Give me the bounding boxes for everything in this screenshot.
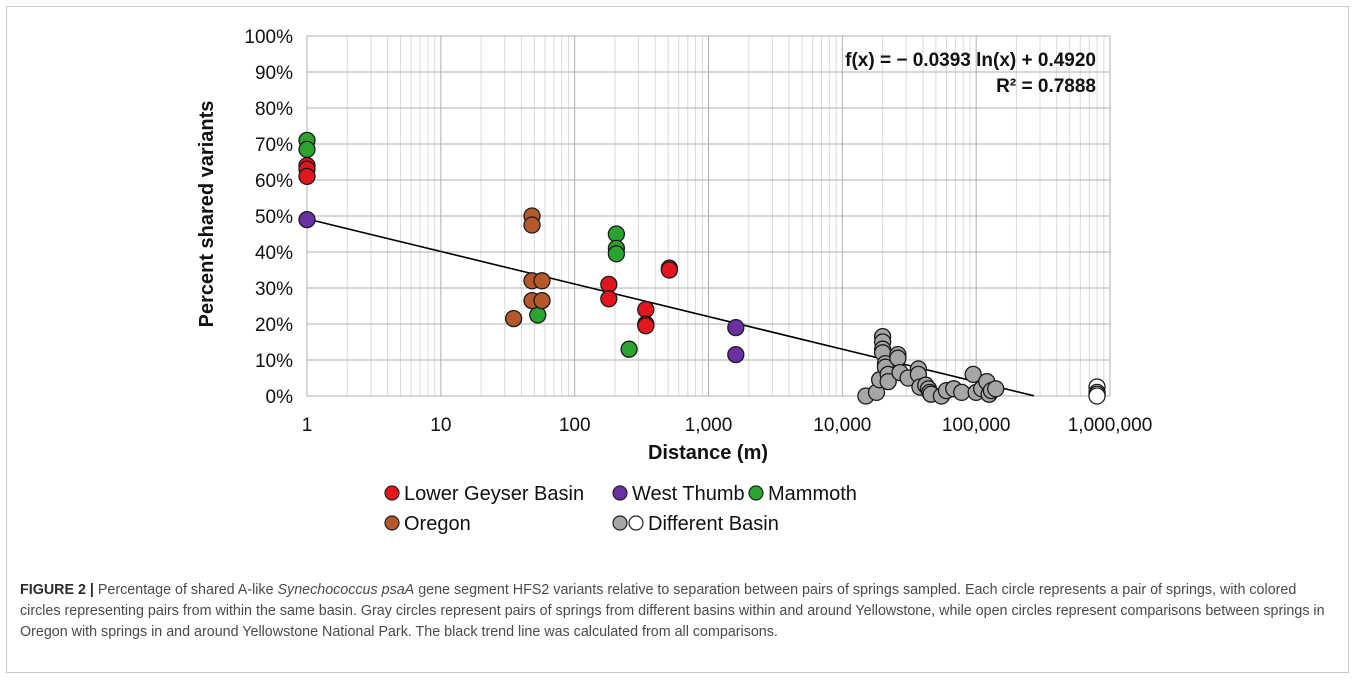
y-tick-label: 90% [255, 63, 293, 84]
point-west-thumb [727, 345, 745, 364]
point-lower-geyser-basin [660, 261, 679, 279]
legend-marker [612, 485, 628, 501]
x-tick-label: 100,000 [942, 415, 1011, 436]
point-mammoth [620, 340, 638, 358]
point-lower-geyser-basin [637, 317, 655, 335]
point-different-basin [953, 383, 971, 402]
point-west-thumb [298, 210, 316, 229]
point-lower-geyser-basin [298, 167, 316, 186]
x-tick-label: 1,000 [685, 415, 733, 436]
point-different-basin [987, 380, 1005, 398]
x-axis-title: Distance (m) [648, 442, 768, 464]
point-mammoth [298, 140, 316, 159]
y-tick-label: 20% [255, 315, 293, 336]
x-tick-labels: 1 10 100 1,000 10,000 100,000 1,000,000 [302, 415, 1153, 436]
x-tick-label: 1 [302, 415, 313, 436]
trendline-equation: f(x) = − 0.0393 ln(x) + 0.4920 [845, 50, 1096, 71]
legend-label: Oregon [404, 513, 471, 535]
point-different-basin-open [1088, 387, 1106, 405]
y-tick-label: 100% [244, 27, 293, 48]
point-west-thumb [727, 318, 745, 337]
y-tick-labels: 0% 10% 20% 30% 40% 50% 60% 70% 80% 90% 100% [244, 27, 293, 408]
legend-marker [748, 485, 764, 501]
legend-item-west-thumb: West Thumb [612, 483, 745, 505]
y-tick-label: 80% [255, 99, 293, 120]
legend-label: West Thumb [632, 483, 745, 505]
point-different-basin [964, 365, 982, 384]
legend: Lower Geyser Basin West Thumb Mammoth Or… [384, 483, 857, 535]
grid-layer [306, 35, 1111, 397]
y-tick-label: 70% [255, 135, 293, 156]
y-tick-label: 60% [255, 171, 293, 192]
point-oregon [533, 272, 551, 290]
point-mammoth [607, 245, 626, 263]
legend-label: Mammoth [768, 483, 857, 505]
legend-item-lower-geyser-basin: Lower Geyser Basin [384, 483, 584, 505]
figure-frame [6, 6, 1349, 673]
caption-text: gene segment HFS2 variants relative to s… [20, 582, 1325, 640]
caption-text: Percentage of shared A-like [93, 582, 278, 598]
legend-marker-open [628, 515, 644, 531]
data-points [298, 131, 1106, 405]
figure-caption: FIGURE 2 | Percentage of shared A-like S… [20, 580, 1338, 643]
y-tick-label: 10% [255, 351, 293, 372]
trendline-r-squared: R² = 0.7888 [996, 76, 1096, 97]
legend-marker [384, 485, 400, 501]
point-oregon [533, 291, 551, 310]
x-tick-label: 1,000,000 [1068, 415, 1153, 436]
y-axis-title: Percent shared variants [196, 101, 218, 328]
point-mammoth [529, 306, 547, 324]
point-oregon [504, 309, 523, 328]
caption-italic: Synechococcus psaA [277, 582, 415, 598]
point-oregon [523, 216, 541, 234]
y-tick-label: 40% [255, 243, 293, 264]
legend-item-oregon: Oregon [384, 513, 471, 535]
caption-label: FIGURE 2 | [20, 582, 94, 598]
y-tick-label: 50% [255, 207, 293, 228]
point-lower-geyser-basin [637, 300, 655, 319]
legend-item-different-basin: Different Basin [612, 513, 779, 535]
x-tick-label: 10 [430, 415, 451, 436]
legend-marker [384, 515, 400, 531]
y-tick-label: 0% [266, 387, 294, 408]
legend-label: Different Basin [648, 513, 779, 535]
point-different-basin [879, 372, 897, 391]
point-different-basin [889, 349, 907, 367]
scatter-chart: 0% 10% 20% 30% 40% 50% 60% 70% 80% 90% 100% 1 10 100… [196, 27, 1153, 535]
legend-item-mammoth: Mammoth [748, 483, 857, 505]
y-tick-label: 30% [255, 279, 293, 300]
legend-marker [612, 515, 628, 531]
point-lower-geyser-basin [600, 275, 618, 294]
point-lower-geyser-basin [600, 290, 618, 308]
legend-label: Lower Geyser Basin [404, 483, 584, 505]
point-mammoth [607, 225, 626, 243]
x-tick-label: 10,000 [813, 415, 871, 436]
x-tick-label: 100 [559, 415, 591, 436]
